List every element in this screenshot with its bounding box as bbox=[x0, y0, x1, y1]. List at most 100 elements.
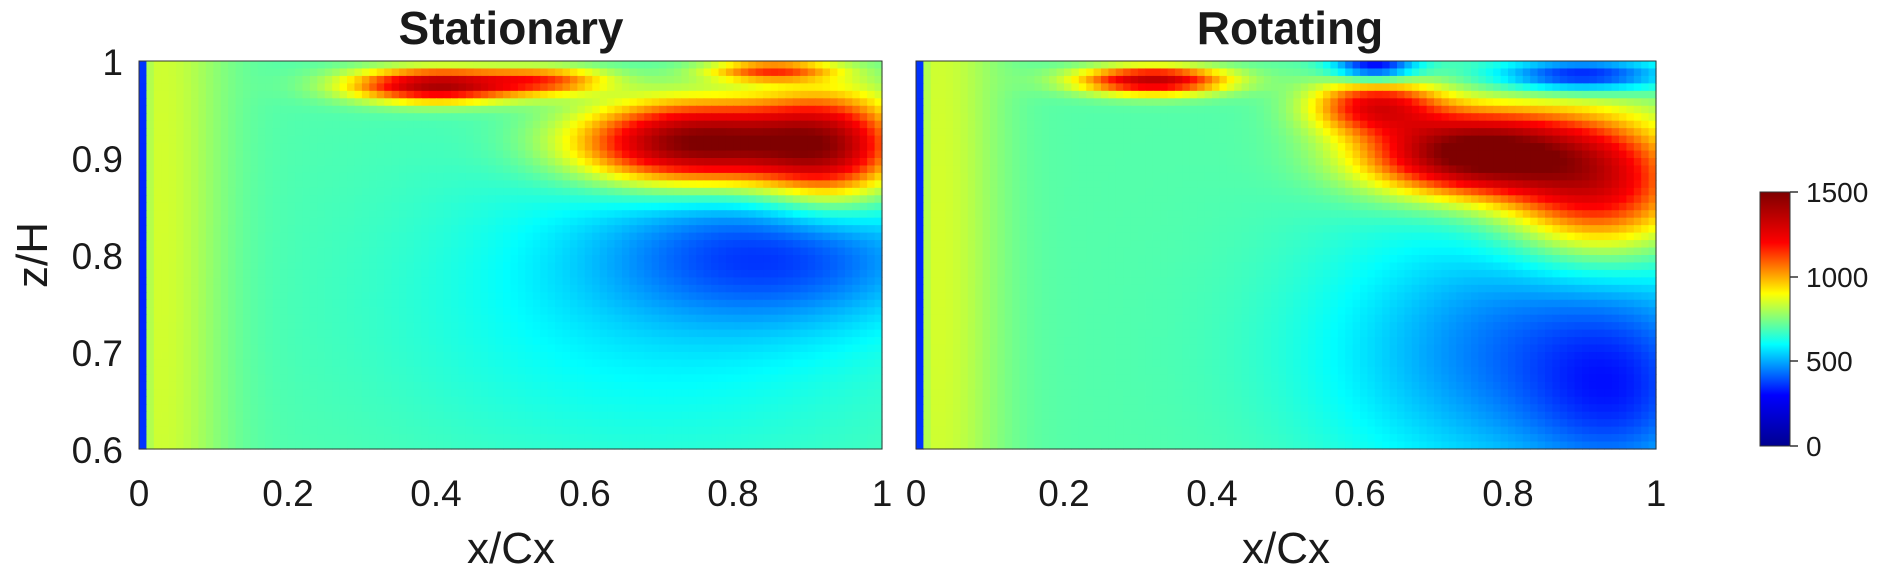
heatmap-cell bbox=[309, 426, 318, 435]
heatmap-cell bbox=[829, 135, 839, 144]
heatmap-cell bbox=[874, 143, 883, 152]
heatmap-cell bbox=[681, 83, 690, 92]
heatmap-cell bbox=[139, 202, 148, 211]
heatmap-cell bbox=[815, 150, 824, 159]
heatmap-cell bbox=[517, 158, 526, 167]
heatmap-cell bbox=[607, 411, 616, 420]
heatmap-cell bbox=[198, 135, 207, 144]
heatmap-cell bbox=[607, 404, 616, 413]
heatmap-cell bbox=[644, 68, 653, 77]
heatmap-cell bbox=[659, 90, 668, 99]
heatmap-cell bbox=[800, 359, 809, 368]
heatmap-cell bbox=[250, 105, 259, 114]
heatmap-cell bbox=[168, 277, 177, 286]
heatmap-cell bbox=[859, 247, 868, 256]
heatmap-cell bbox=[815, 269, 824, 278]
heatmap-cell bbox=[339, 240, 348, 249]
heatmap-cell bbox=[243, 329, 252, 338]
heatmap-cell bbox=[205, 202, 214, 211]
heatmap-cell bbox=[510, 255, 519, 264]
heatmap-cell bbox=[681, 277, 690, 286]
heatmap-cell bbox=[228, 262, 237, 271]
heatmap-cell bbox=[748, 158, 757, 167]
heatmap-cell bbox=[540, 135, 549, 144]
heatmap-cell bbox=[621, 68, 630, 77]
heatmap-cell bbox=[822, 419, 831, 428]
heatmap-cell bbox=[406, 269, 415, 278]
heatmap-cell bbox=[740, 158, 749, 167]
heatmap-cell bbox=[666, 374, 675, 383]
heatmap-cell bbox=[361, 337, 370, 346]
heatmap-cell bbox=[844, 337, 853, 346]
heatmap-cell bbox=[644, 277, 653, 286]
heatmap-cell bbox=[874, 68, 883, 77]
heatmap-cell bbox=[428, 187, 437, 196]
heatmap-cell bbox=[354, 61, 363, 70]
heatmap-cell bbox=[621, 135, 630, 144]
heatmap-cell bbox=[139, 232, 148, 241]
heatmap-cell bbox=[220, 232, 229, 241]
heatmap-cell bbox=[748, 396, 757, 405]
heatmap-cell bbox=[755, 262, 764, 271]
heatmap-cell bbox=[644, 150, 653, 159]
heatmap-cell bbox=[243, 389, 252, 398]
heatmap-cell bbox=[235, 419, 244, 428]
heatmap-cell bbox=[621, 269, 630, 278]
heatmap-cell bbox=[250, 158, 259, 167]
heatmap-cell bbox=[503, 359, 512, 368]
heatmap-cell bbox=[443, 269, 452, 278]
heatmap-cell bbox=[599, 61, 608, 70]
heatmap-cell bbox=[629, 337, 638, 346]
heatmap-cell bbox=[480, 337, 489, 346]
heatmap-cell bbox=[495, 113, 504, 122]
heatmap-cell bbox=[822, 411, 831, 420]
heatmap-cell bbox=[748, 90, 757, 99]
heatmap-cell bbox=[510, 172, 519, 181]
heatmap-cell bbox=[265, 247, 274, 256]
heatmap-cell bbox=[837, 143, 846, 152]
heatmap-cell bbox=[317, 195, 326, 204]
heatmap-cell bbox=[636, 255, 645, 264]
heatmap-cell bbox=[592, 232, 601, 241]
heatmap-cell bbox=[807, 404, 816, 413]
heatmap-cell bbox=[332, 232, 341, 241]
heatmap-cell bbox=[755, 61, 764, 70]
heatmap-cell bbox=[673, 352, 682, 361]
heatmap-cell bbox=[844, 217, 853, 226]
heatmap-cell bbox=[807, 143, 816, 152]
heatmap-cell bbox=[354, 337, 363, 346]
heatmap-cell bbox=[569, 262, 578, 271]
heatmap-cell bbox=[510, 389, 519, 398]
heatmap-cell bbox=[302, 359, 311, 368]
heatmap-cell bbox=[770, 105, 779, 114]
heatmap-cell bbox=[763, 128, 772, 137]
heatmap-cell bbox=[280, 150, 289, 159]
heatmap-cell bbox=[688, 284, 697, 293]
heatmap-cell bbox=[205, 225, 214, 234]
heatmap-cell bbox=[369, 195, 378, 204]
heatmap-cell bbox=[755, 352, 764, 361]
heatmap-cell bbox=[540, 247, 549, 256]
heatmap-cell bbox=[369, 105, 378, 114]
heatmap-cell bbox=[354, 284, 363, 293]
heatmap-cell bbox=[168, 299, 177, 308]
heatmap-cell bbox=[451, 202, 460, 211]
heatmap-cell bbox=[220, 262, 229, 271]
heatmap-cell bbox=[183, 344, 192, 353]
heatmap-cell bbox=[235, 217, 244, 226]
heatmap-cell bbox=[257, 240, 266, 249]
heatmap-cell bbox=[324, 150, 333, 159]
heatmap-cell bbox=[621, 187, 630, 196]
heatmap-cell bbox=[525, 158, 534, 167]
heatmap-cell bbox=[517, 359, 526, 368]
heatmap-cell bbox=[369, 232, 378, 241]
heatmap-cell bbox=[399, 105, 408, 114]
heatmap-cell bbox=[599, 165, 608, 174]
heatmap-cell bbox=[725, 404, 734, 413]
heatmap-cell bbox=[562, 217, 571, 226]
heatmap-cell bbox=[176, 187, 185, 196]
heatmap-cell bbox=[837, 232, 846, 241]
heatmap-cell bbox=[666, 419, 675, 428]
heatmap-cell bbox=[614, 180, 623, 189]
heatmap-cell bbox=[250, 359, 259, 368]
